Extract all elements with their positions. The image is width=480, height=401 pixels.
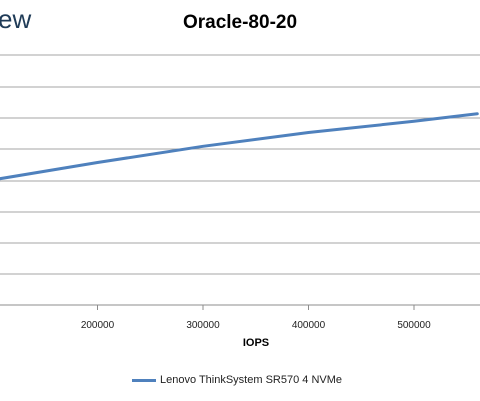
x-tick-label: 200000 [81,320,115,331]
x-tick-label: 400000 [292,320,326,331]
x-tick-label: 500000 [397,320,431,331]
chart-title: Oracle-80-20 [182,12,298,33]
x-tick-label: 300000 [186,320,220,331]
chart-legend: Lenovo ThinkSystem SR570 4 NVMe [132,374,342,386]
x-axis-label: IOPS [242,337,270,349]
watermark-logo: ew [0,4,32,34]
legend-series-label: Lenovo ThinkSystem SR570 4 NVMe [160,374,342,386]
legend-swatch [132,378,156,382]
series-line [0,112,479,181]
